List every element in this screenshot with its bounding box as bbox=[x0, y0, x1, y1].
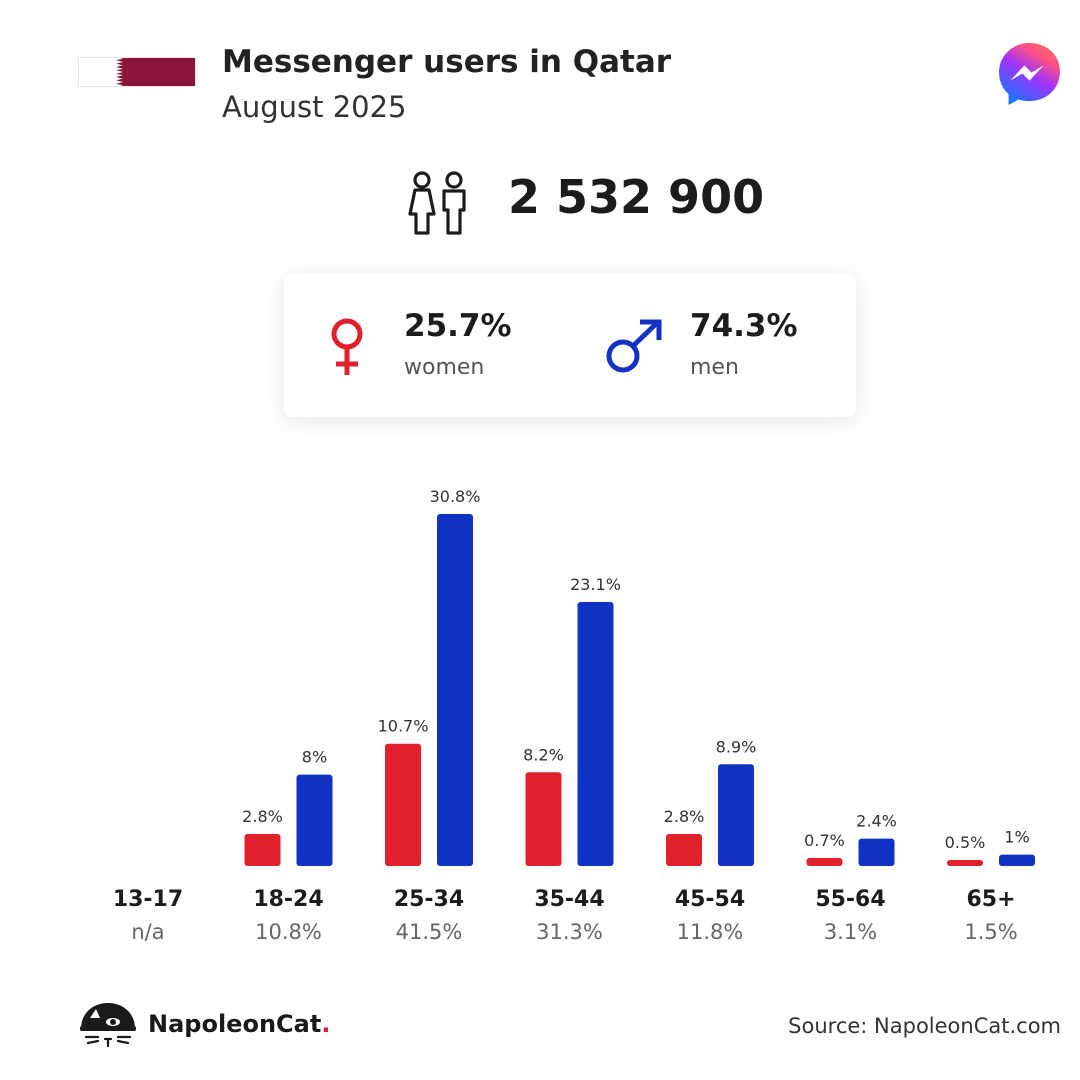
brand-name: NapoleonCat. bbox=[148, 1010, 330, 1038]
data-label-men-65+: 1% bbox=[1004, 828, 1029, 847]
data-label-men-35-44: 23.1% bbox=[570, 575, 621, 594]
qatar-flag bbox=[78, 57, 196, 87]
data-label-women-65+: 0.5% bbox=[945, 833, 986, 852]
age-group-label: 45-54 bbox=[675, 887, 745, 912]
chart-title: Messenger users in Qatar bbox=[222, 44, 672, 80]
bar-women-25-34 bbox=[385, 743, 421, 866]
data-label-men-55-64: 2.4% bbox=[856, 812, 897, 831]
age-gender-bar-chart: 13-17 n/a 2.8% 8% 18-24 10.8% 10.7% 30.8% 25-34 4… bbox=[113, 487, 1035, 944]
age-group-label: 55-64 bbox=[815, 887, 885, 912]
men-percentage: 74.3% bbox=[690, 308, 798, 344]
gender-summary-card: 25.7% women 74.3% men bbox=[284, 274, 856, 417]
bar-men-25-34 bbox=[437, 514, 473, 866]
men-label: men bbox=[690, 355, 739, 380]
bar-women-55-64 bbox=[806, 858, 843, 866]
data-label-women-45-54: 2.8% bbox=[664, 807, 705, 826]
bar-men-18-24 bbox=[296, 774, 333, 866]
age-group-total: n/a bbox=[131, 920, 164, 944]
female-symbol-icon bbox=[331, 318, 363, 375]
data-label-men-25-34: 30.8% bbox=[430, 487, 481, 506]
data-label-women-18-24: 2.8% bbox=[242, 807, 283, 826]
age-group-label: 25-34 bbox=[394, 887, 464, 912]
data-label-women-55-64: 0.7% bbox=[804, 831, 845, 850]
messenger-logo-icon bbox=[999, 43, 1060, 105]
age-group-total: 3.1% bbox=[824, 920, 877, 944]
napoleoncat-logo-icon bbox=[80, 1003, 136, 1048]
bar-men-55-64 bbox=[858, 838, 895, 866]
age-group-total: 11.8% bbox=[677, 920, 744, 944]
bar-men-45-54 bbox=[718, 764, 754, 866]
data-label-men-45-54: 8.9% bbox=[716, 737, 757, 756]
age-group-label: 65+ bbox=[966, 887, 1015, 912]
age-group-label: 35-44 bbox=[534, 887, 604, 912]
bar-women-65+ bbox=[947, 860, 983, 866]
people-icon bbox=[408, 171, 466, 235]
source-text: Source: NapoleonCat.com bbox=[788, 1014, 1061, 1038]
age-group-label: 13-17 bbox=[113, 887, 183, 912]
total-users: 2 532 900 bbox=[508, 170, 765, 224]
women-label: women bbox=[404, 355, 485, 380]
bar-men-65+ bbox=[999, 854, 1035, 866]
age-group-total: 10.8% bbox=[255, 920, 322, 944]
data-label-women-25-34: 10.7% bbox=[378, 717, 429, 736]
brand-name-text: NapoleonCat bbox=[148, 1010, 322, 1038]
chart-subtitle: August 2025 bbox=[222, 90, 407, 124]
data-label-women-35-44: 8.2% bbox=[523, 745, 564, 764]
age-group-total: 1.5% bbox=[964, 920, 1017, 944]
bar-women-35-44 bbox=[525, 772, 562, 866]
age-group-label: 18-24 bbox=[253, 887, 323, 912]
age-group-total: 31.3% bbox=[536, 920, 603, 944]
bar-women-45-54 bbox=[666, 834, 702, 866]
data-label-men-18-24: 8% bbox=[302, 748, 327, 767]
bar-women-18-24 bbox=[244, 834, 281, 866]
bar-men-35-44 bbox=[577, 602, 614, 866]
women-percentage: 25.7% bbox=[404, 308, 512, 344]
brand-dot: . bbox=[321, 1010, 331, 1038]
male-symbol-icon bbox=[606, 319, 662, 373]
age-group-total: 41.5% bbox=[396, 920, 463, 944]
